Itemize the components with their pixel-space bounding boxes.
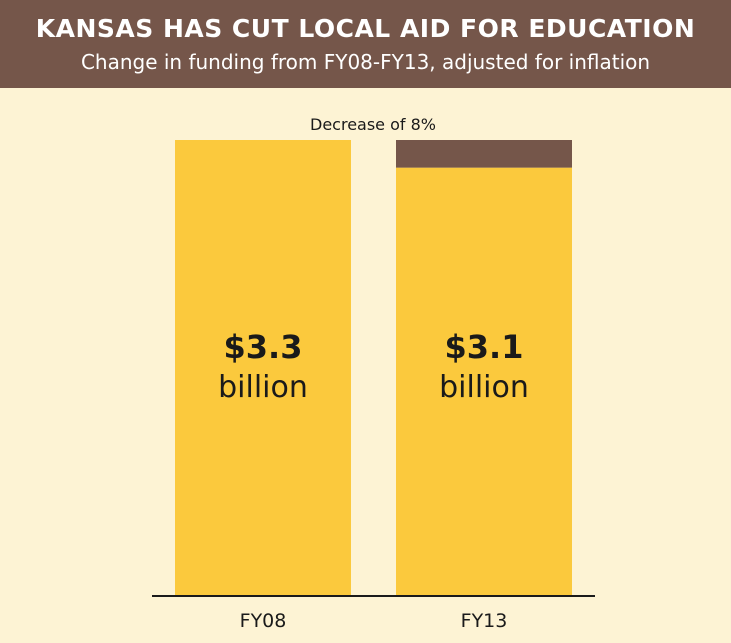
chart-title: KANSAS HAS CUT LOCAL AID FOR EDUCATION <box>35 14 696 43</box>
chart-header: KANSAS HAS CUT LOCAL AID FOR EDUCATION C… <box>0 0 731 88</box>
decrease-annotation: Decrease of 8% <box>310 115 436 134</box>
decrease-segment <box>396 140 572 168</box>
chart-subtitle: Change in funding from FY08-FY13, adjust… <box>80 50 651 74</box>
bar-unit-label: billion <box>439 370 529 405</box>
bar-unit-label: billion <box>218 370 308 405</box>
bar-value-label: $3.3 <box>224 328 303 366</box>
bar-fy13 <box>396 167 572 597</box>
x-tick-label: FY13 <box>461 610 508 632</box>
bar-fy08 <box>175 140 351 596</box>
x-tick-label: FY08 <box>240 610 287 632</box>
bar-value-label: $3.1 <box>445 328 524 366</box>
